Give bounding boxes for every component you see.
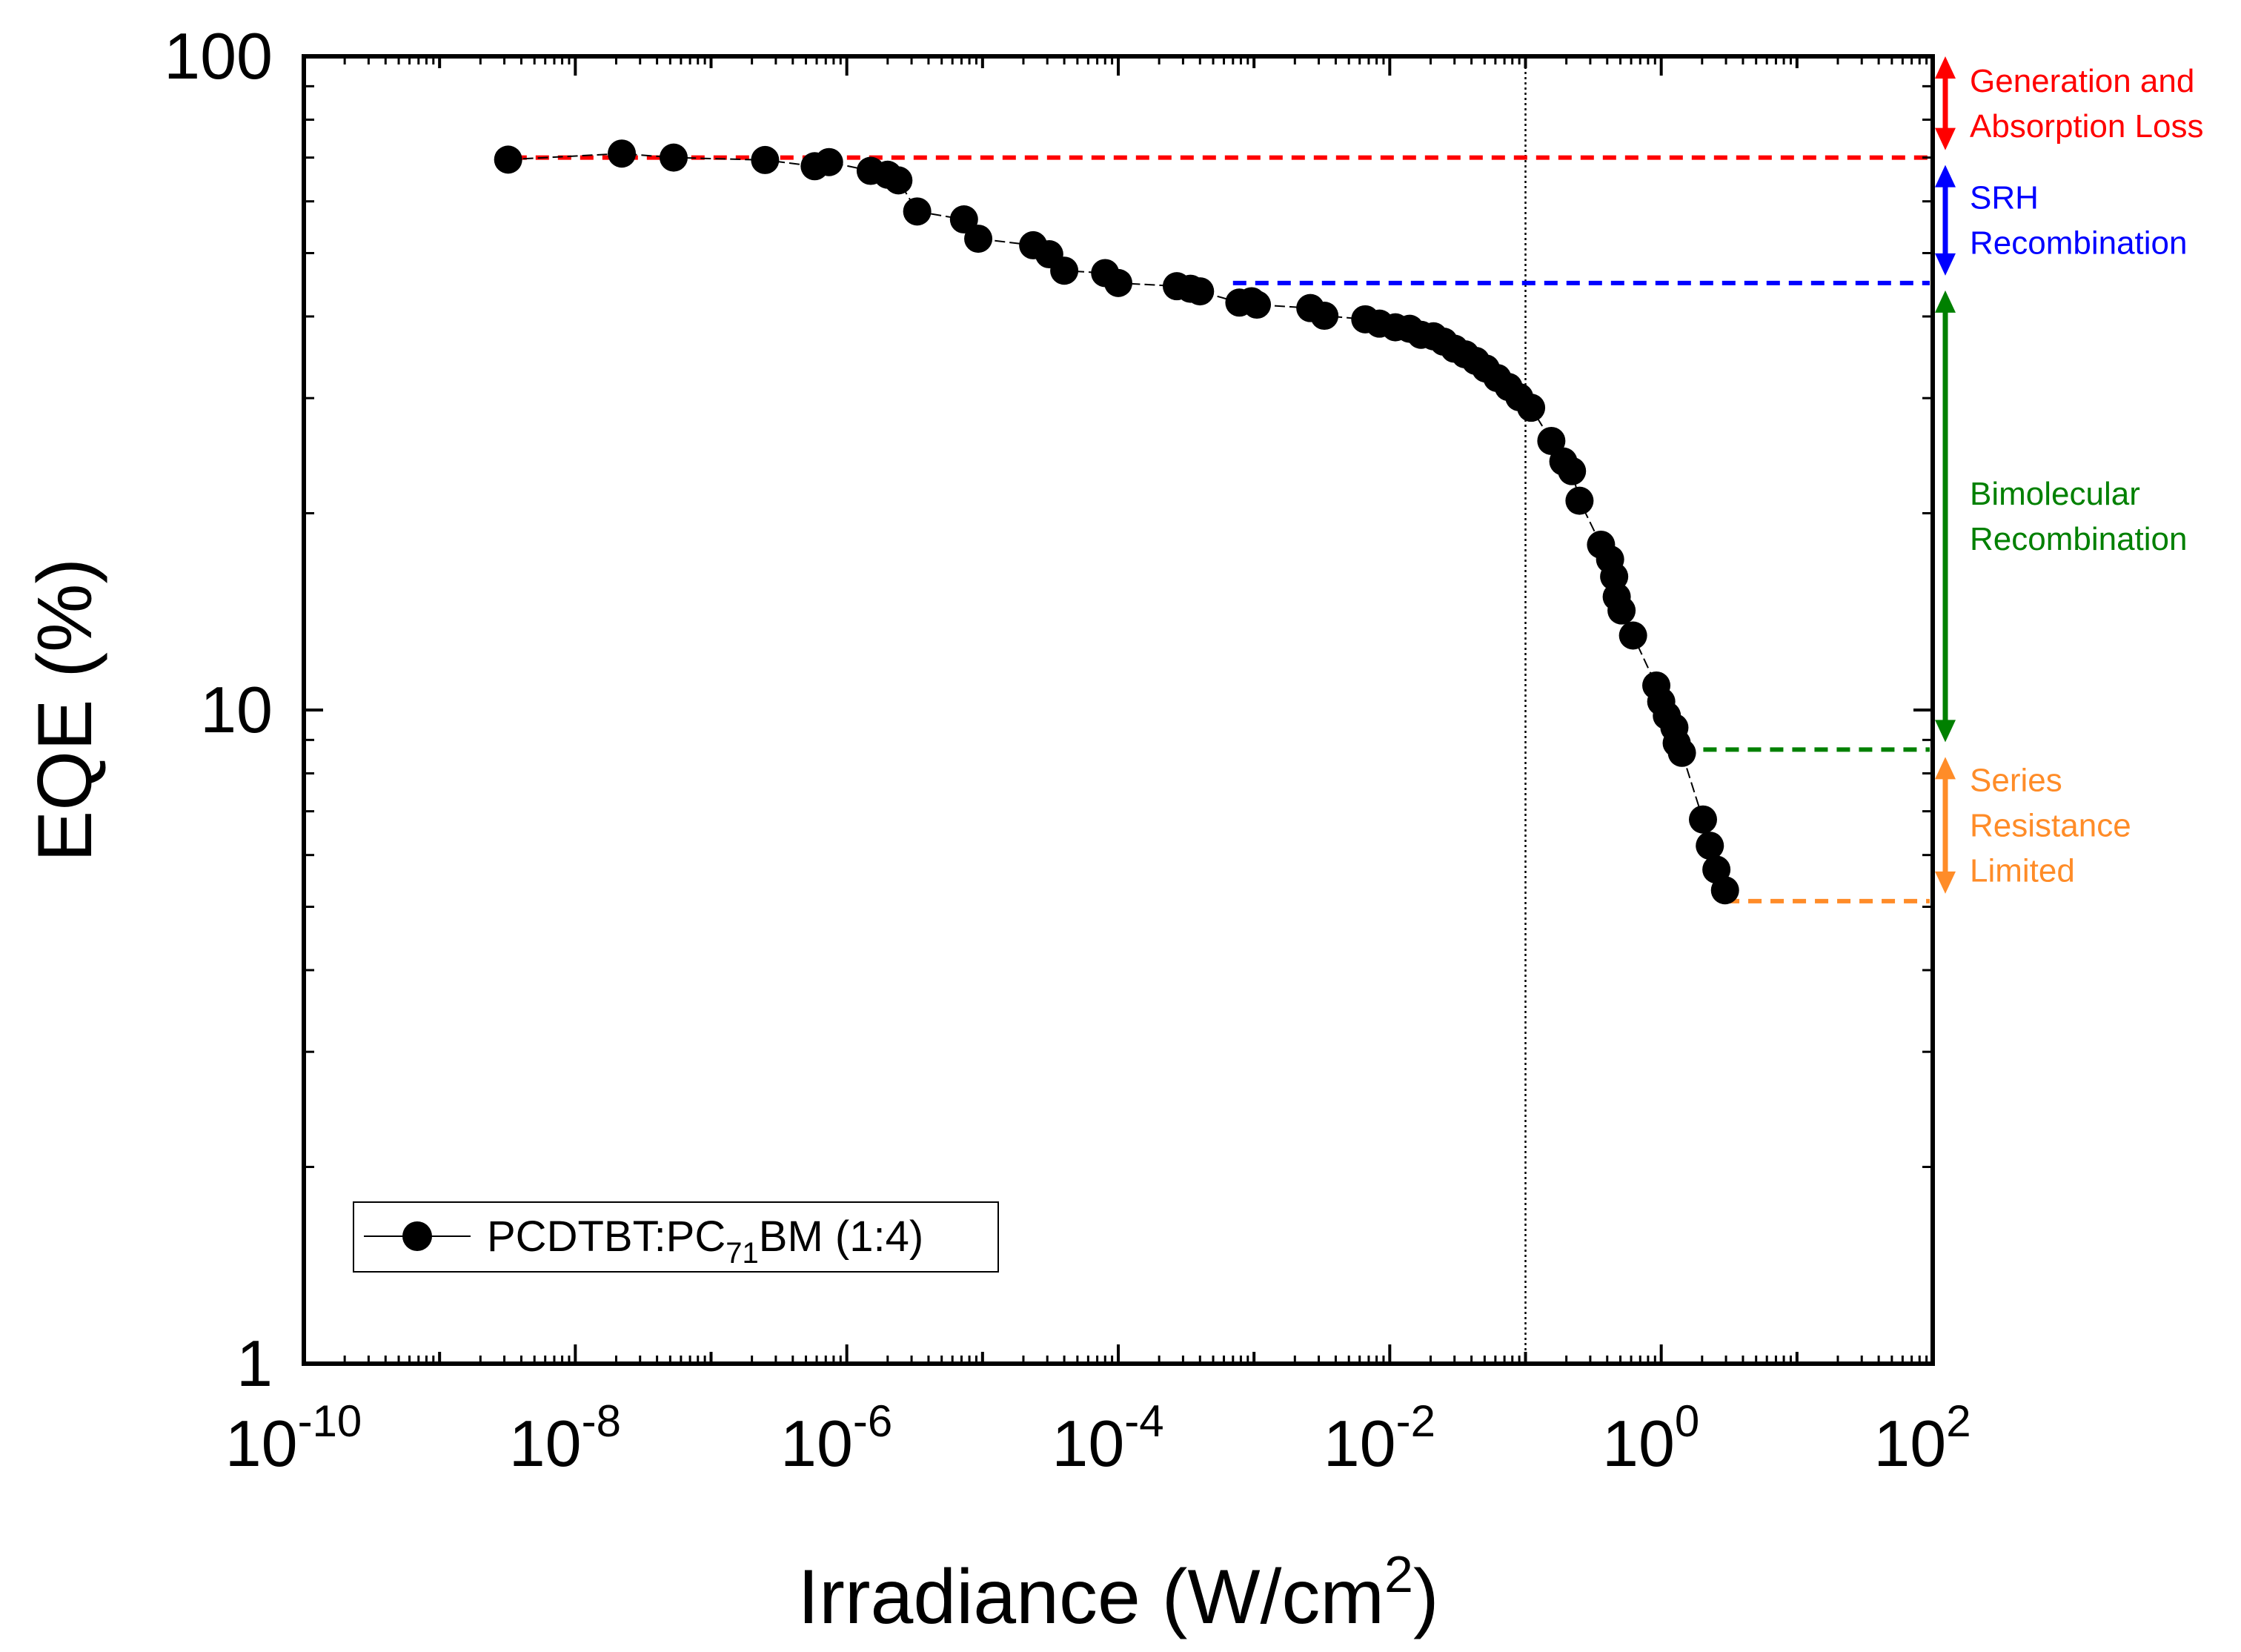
data-point	[1186, 277, 1215, 306]
region-annotations: Generation and Absorption Loss SRH Recombin…	[1935, 56, 2204, 894]
annotation-label-generation: Absorption Loss	[1970, 108, 2204, 145]
data-point	[1618, 621, 1647, 650]
y-tick-label: 10	[200, 673, 273, 746]
x-tick-label: 10-4	[1052, 1396, 1163, 1480]
legend-label: PCDTBT:PC71BM (1:4)	[487, 1213, 923, 1270]
reference-lines	[513, 56, 1930, 1364]
x-tick-label-exponent: -8	[582, 1396, 621, 1446]
data-point	[1565, 486, 1594, 515]
data-point	[1696, 832, 1724, 860]
data-point	[1310, 302, 1339, 331]
annotation-label-series: Series	[1970, 763, 2062, 799]
x-tick-label-base: 10	[1602, 1407, 1675, 1480]
x-tick-label: 10-2	[1324, 1396, 1435, 1480]
annotation-srh: SRH Recombination	[1935, 165, 2188, 276]
data-point	[1667, 738, 1696, 767]
arrow-up-icon	[1935, 290, 1956, 313]
data-point	[1558, 457, 1587, 485]
data-point	[1710, 876, 1739, 905]
arrow-up-icon	[1935, 757, 1956, 780]
axis-ticks	[302, 55, 1934, 1365]
data-point	[1688, 805, 1717, 834]
data-series	[494, 139, 1739, 905]
data-point	[949, 205, 978, 234]
x-tick-label: 10-10	[225, 1396, 362, 1480]
y-tick-labels: 1 10 100	[164, 19, 273, 1400]
x-tick-label-exponent: 0	[1675, 1396, 1699, 1446]
x-tick-label: 10-8	[509, 1396, 621, 1480]
series-connecting-line	[508, 153, 1726, 891]
arrow-down-icon	[1935, 127, 1956, 150]
data-point	[903, 197, 932, 226]
x-tick-label-base: 10	[1052, 1407, 1124, 1480]
y-axis-title: EQE (%)	[22, 558, 108, 862]
x-tick-label-exponent: -2	[1396, 1396, 1435, 1446]
legend-marker	[402, 1221, 432, 1251]
data-point	[1104, 268, 1132, 297]
data-point	[1537, 426, 1566, 455]
arrow-up-icon	[1935, 56, 1956, 79]
legend: PCDTBT:PC71BM (1:4)	[353, 1201, 999, 1273]
x-tick-label-base: 10	[1873, 1407, 1946, 1480]
data-point	[659, 143, 688, 172]
annotation-bimolecular: Bimolecular Recombination	[1935, 290, 2188, 743]
annotation-label-srh: SRH	[1970, 180, 2039, 216]
x-tick-label-exponent: -10	[298, 1396, 362, 1446]
x-tick-label: 102	[1873, 1396, 1971, 1480]
y-tick-label: 100	[164, 19, 273, 93]
x-tick-label: 10-6	[780, 1396, 892, 1480]
annotation-generation: Generation and Absorption Loss	[1935, 56, 2204, 150]
x-tick-label-base: 10	[780, 1407, 853, 1480]
data-point	[494, 145, 522, 174]
annotation-label-series: Resistance	[1970, 808, 2131, 844]
x-tick-label-base: 10	[225, 1407, 298, 1480]
arrow-down-icon	[1935, 871, 1956, 894]
x-tick-label-exponent: -4	[1124, 1396, 1163, 1446]
data-point	[1607, 596, 1636, 625]
annotation-label-srh: Recombination	[1970, 225, 2188, 262]
arrow-up-icon	[1935, 165, 1956, 188]
x-tick-label-exponent: -6	[853, 1396, 892, 1446]
data-point	[884, 166, 913, 195]
annotation-label-bimolecular: Bimolecular	[1970, 476, 2140, 512]
x-tick-label-base: 10	[1324, 1407, 1396, 1480]
x-axis-title: Irradiance (W/cm2)	[797, 1545, 1438, 1640]
data-point	[1243, 291, 1272, 319]
x-tick-labels: 10-10 10-8 10-6 10-4 10-2 100 102	[225, 1396, 1971, 1480]
data-point	[751, 145, 780, 174]
x-tick-label: 100	[1602, 1396, 1699, 1480]
data-point	[814, 147, 843, 176]
annotation-label-series: Limited	[1970, 853, 2075, 889]
x-axis-title-superscript: 2	[1384, 1545, 1413, 1603]
annotation-label-bimolecular: Recombination	[1970, 521, 2188, 557]
data-point	[1517, 394, 1546, 422]
data-point	[608, 139, 637, 168]
legend-label-subscript: 71	[726, 1237, 759, 1270]
y-tick-label: 1	[236, 1327, 273, 1400]
x-tick-label-exponent: 2	[1946, 1396, 1971, 1446]
data-point	[964, 225, 993, 253]
plot-frame	[302, 54, 1935, 1366]
data-point	[1050, 256, 1079, 285]
annotation-series: Series Resistance Limited	[1935, 757, 2131, 894]
x-tick-label-base: 10	[509, 1407, 582, 1480]
annotation-label-generation: Generation and	[1970, 63, 2194, 99]
arrow-down-icon	[1935, 253, 1956, 276]
arrow-down-icon	[1935, 720, 1956, 743]
